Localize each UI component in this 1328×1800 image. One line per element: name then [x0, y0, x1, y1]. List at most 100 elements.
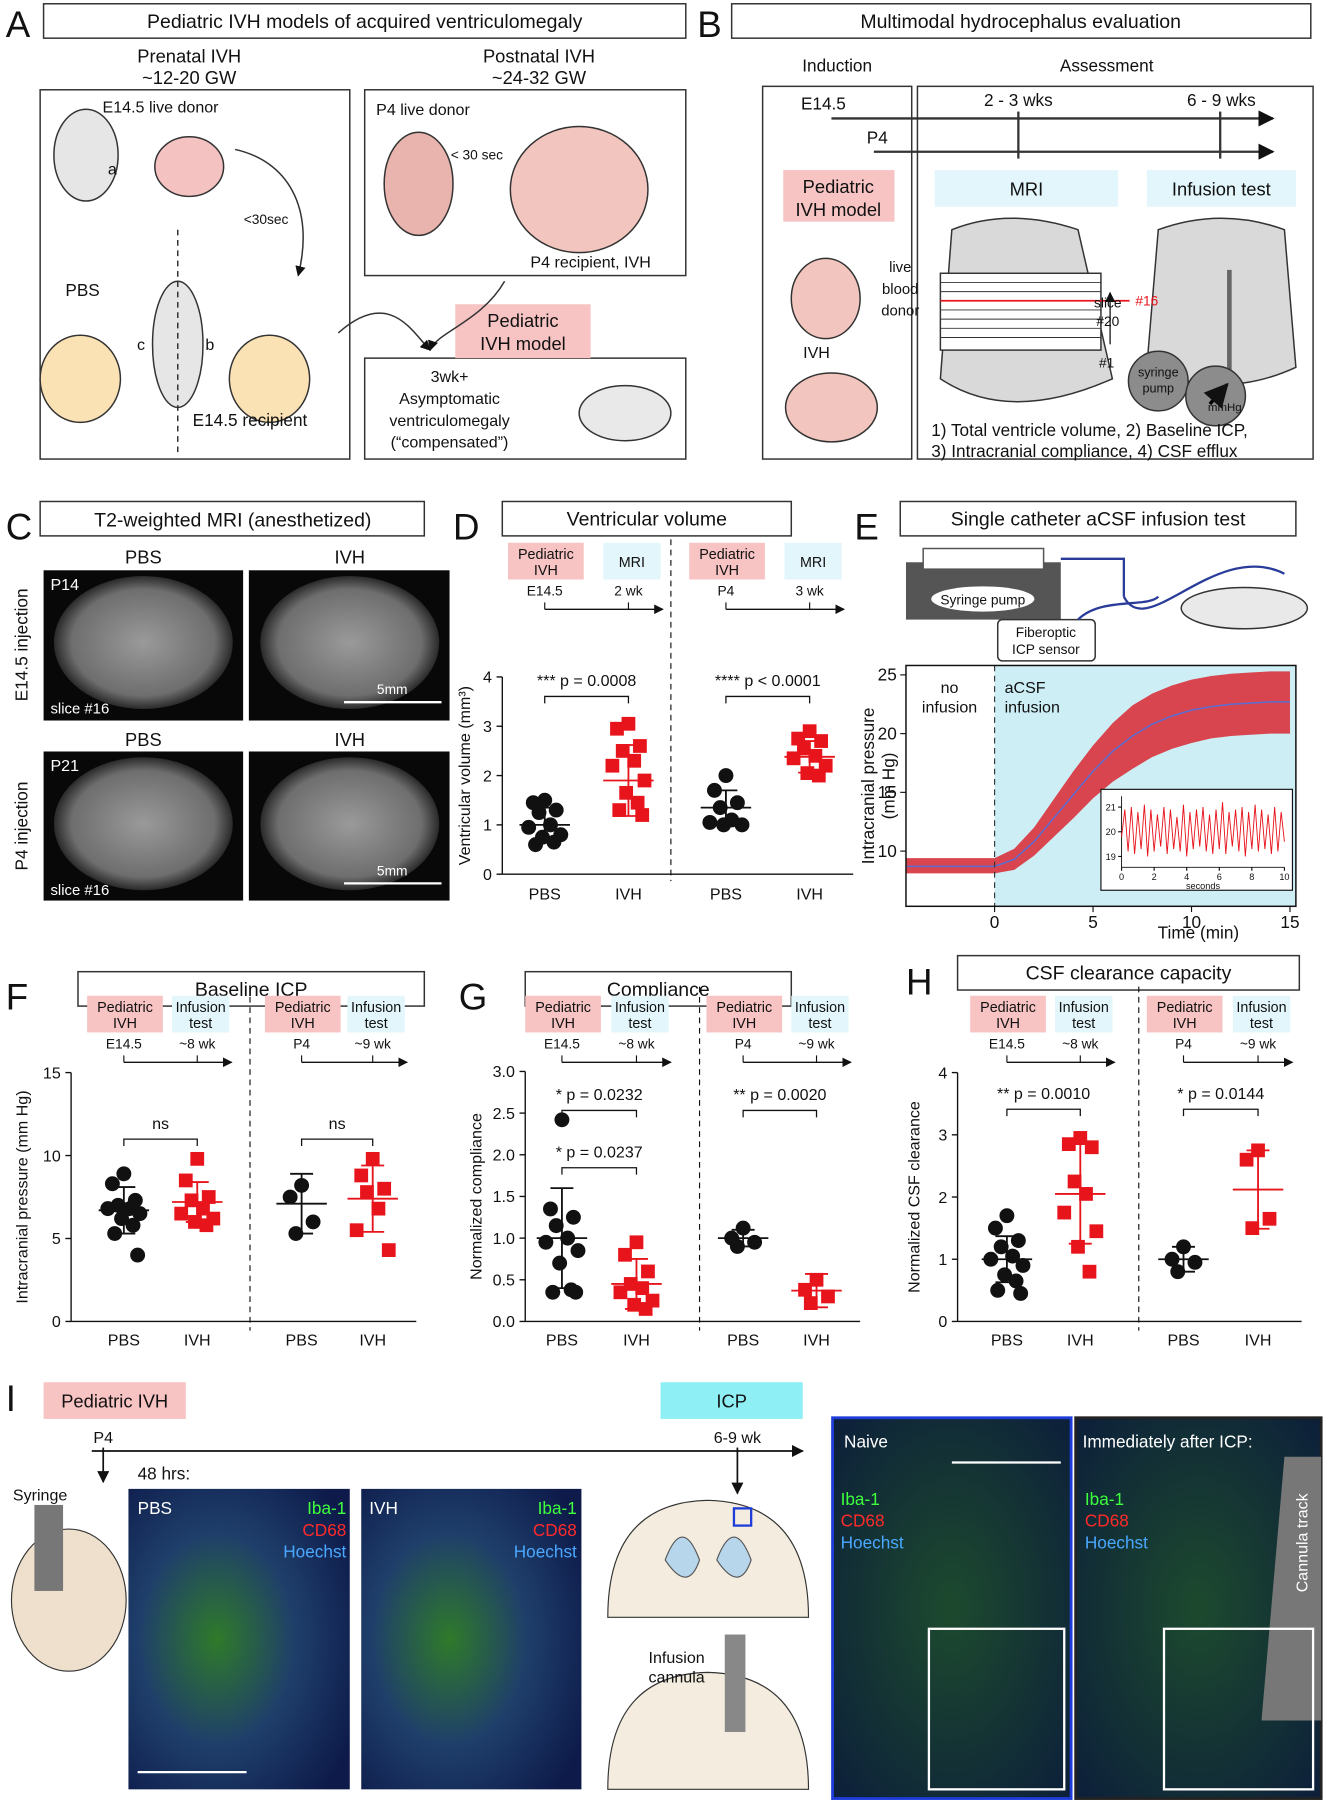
point: [545, 1284, 561, 1300]
panel-a-shapes: [39, 3, 687, 460]
point: [565, 1209, 581, 1225]
label: PBS: [138, 1498, 172, 1518]
label: blood: [882, 282, 918, 298]
label: PBS: [65, 280, 99, 300]
label: < 30 sec: [451, 148, 503, 163]
point: [354, 1168, 369, 1183]
inset-tick-label: 21: [1106, 803, 1116, 813]
annotation: * p = 0.0144: [1177, 1085, 1264, 1103]
embryo-icon: [154, 136, 225, 198]
label: Syringe: [13, 1486, 67, 1504]
pup-icon: [790, 257, 861, 340]
pup-icon: [383, 131, 454, 237]
panel-label: A: [6, 4, 31, 45]
inset-tick-label: 20: [1106, 827, 1116, 837]
slice-stack: [939, 272, 1102, 351]
point: [178, 1173, 193, 1188]
y-axis-label: Intracranial pressure: [858, 708, 878, 865]
y-axis-label: Normalized compliance: [468, 1113, 486, 1280]
panel-label: F: [6, 977, 28, 1018]
sensor-box: [996, 618, 1096, 662]
induction-box: [508, 542, 584, 580]
label: Iba-1: [538, 1498, 577, 1518]
assay-box: [1232, 995, 1291, 1033]
point: [814, 734, 828, 748]
gauge-needle: [1203, 382, 1229, 409]
label: E14.5 injection: [12, 588, 32, 701]
point: [554, 1112, 570, 1128]
schematic-label: Fiberoptic: [1016, 625, 1076, 640]
region-label: aCSF: [1005, 679, 1046, 697]
y-axis-label: Ventricular volume (mm³): [456, 686, 474, 865]
y-tick-label: 3: [483, 718, 492, 736]
point: [543, 1201, 558, 1217]
label: Hoechst: [1085, 1533, 1148, 1553]
point: [1015, 1258, 1031, 1273]
assay-box: [347, 995, 405, 1033]
label: (“compensated”): [391, 434, 509, 452]
brain-diagram: [607, 1499, 810, 1618]
label: Infusion: [1059, 1000, 1109, 1016]
inset-tick-label: 4: [1184, 872, 1189, 882]
label: IVH: [1173, 1016, 1197, 1032]
label: 6-9 wk: [714, 1429, 762, 1447]
label: 3wk+: [431, 368, 469, 386]
assay-box: [1055, 995, 1113, 1033]
point: [633, 739, 647, 753]
label: Asymptomatic: [399, 390, 500, 408]
point: [747, 1234, 763, 1250]
panel-label: D: [453, 506, 480, 547]
point: [613, 1285, 628, 1300]
label: Infusion: [795, 1000, 845, 1016]
label: cannula: [649, 1669, 705, 1687]
syringe-icon: [922, 547, 1045, 570]
x-tick-label: IVH: [615, 885, 642, 903]
title-box: [39, 500, 426, 537]
point: [537, 792, 553, 808]
point: [305, 1214, 321, 1230]
chart-title: Ventricular volume: [567, 509, 727, 531]
label: MRI: [800, 555, 826, 571]
x-tick-label: IVH: [803, 1332, 830, 1350]
x-axis-label: Time (min): [1158, 922, 1239, 942]
ventricles: [664, 1536, 752, 1578]
label: ventriculomegaly: [389, 412, 509, 430]
induction-box: [264, 995, 341, 1033]
point: [174, 1206, 189, 1221]
title-box: [730, 3, 1312, 39]
label: IVH: [534, 563, 558, 579]
panel-label: G: [459, 977, 488, 1018]
pump-icon: [1127, 350, 1189, 412]
label: IVH: [291, 1016, 315, 1032]
chart-title: Single catheter aCSF infusion test: [951, 509, 1246, 531]
micrograph: [361, 1488, 582, 1790]
x-tick-label: PBS: [727, 1332, 759, 1350]
label: IVH: [334, 546, 365, 567]
chart-title: Compliance: [607, 979, 710, 1001]
induction-box: [525, 995, 601, 1033]
point: [125, 1217, 141, 1233]
assay-box: [611, 995, 669, 1033]
inset-x-label: seconds: [1186, 881, 1221, 891]
annotation: ns: [152, 1115, 169, 1133]
panel-i-shapes: [10, 1382, 1323, 1800]
y-tick-label: 1: [483, 817, 492, 835]
label: Pediatric: [518, 547, 574, 563]
label: ~24-32 GW: [492, 67, 587, 88]
schematic-label: Syringe pump: [940, 593, 1025, 608]
label: E14.5 recipient: [193, 410, 308, 430]
label: Iba-1: [841, 1489, 880, 1509]
label: IVH: [369, 1498, 398, 1518]
title-box: [501, 500, 793, 537]
highlight-box: [1146, 170, 1296, 207]
title-box: [77, 970, 426, 1007]
x-tick-label: PBS: [710, 885, 742, 903]
bracket: [725, 695, 811, 704]
label: IVH model: [796, 199, 882, 220]
y-axis-label: Normalized CSF clearance: [906, 1101, 924, 1293]
point: [630, 795, 645, 810]
plot-frame: [905, 664, 1297, 908]
y-tick-label: 4: [483, 669, 492, 687]
label: P4 recipient, IVH: [530, 254, 650, 272]
